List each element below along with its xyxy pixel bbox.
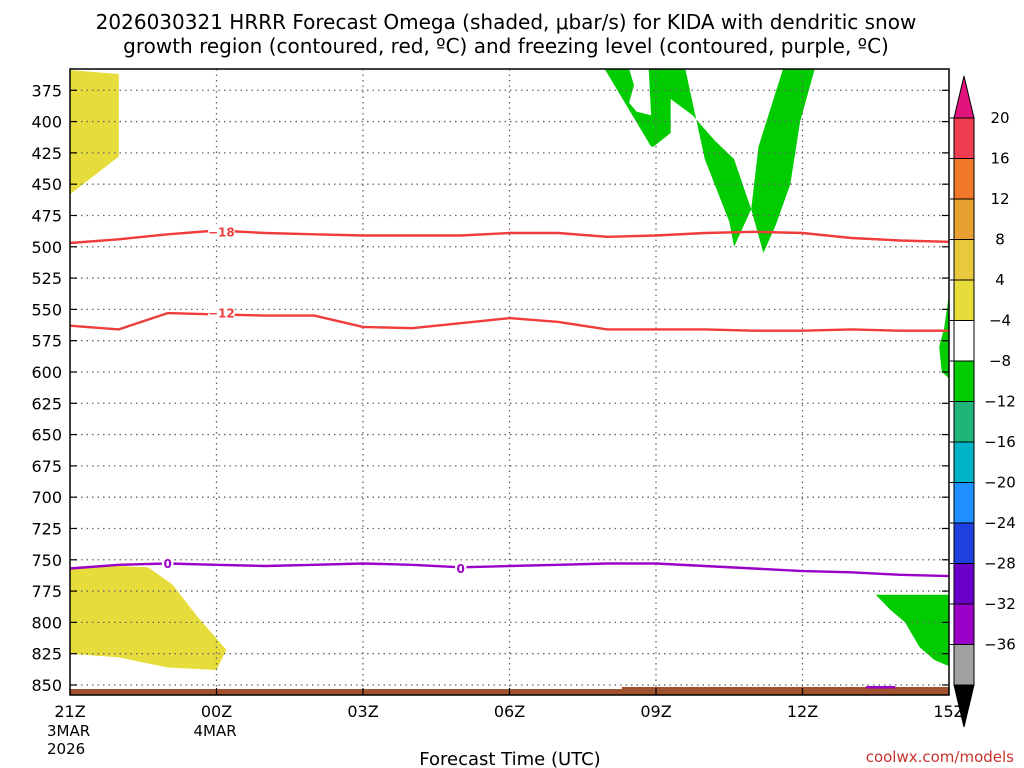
green-region-lower-right	[875, 594, 949, 667]
y-tick-label-450: 450	[31, 175, 62, 194]
colorbar-swatch-0	[953, 117, 975, 159]
x-tick-date-21Z: 3MAR	[47, 722, 90, 740]
svg-text:0: 0	[456, 562, 464, 576]
y-tick-label-475: 475	[31, 206, 62, 225]
y-tick-label-425: 425	[31, 144, 62, 163]
colorbar-label-13: −36	[984, 636, 1016, 654]
colorbar-swatch-6	[953, 360, 975, 402]
svg-text:−18: −18	[208, 225, 235, 239]
colorbar-swatch-10	[953, 522, 975, 564]
colorbar-label-10: −24	[984, 514, 1016, 532]
contour-minus-18-label: −18	[208, 223, 235, 239]
colorbar-swatch-1	[953, 158, 975, 200]
x-tick-year-21Z: 2026	[47, 740, 85, 758]
y-tick-label-775: 775	[31, 582, 62, 601]
y-tick-label-725: 725	[31, 519, 62, 538]
x-axis-label: Forecast Time (UTC)	[419, 749, 600, 768]
colorbar-swatch-5	[953, 320, 975, 362]
colorbar-label-1: 16	[990, 150, 1009, 168]
colorbar-label-11: −28	[984, 555, 1016, 573]
colorbar-label-5: −4	[989, 312, 1011, 330]
colorbar-swatch-3	[953, 239, 975, 281]
y-tick-label-850: 850	[31, 676, 62, 695]
yellow-region-lower	[70, 566, 227, 670]
x-tick-date-00Z: 4MAR	[194, 722, 237, 740]
y-tick-label-575: 575	[31, 332, 62, 351]
colorbar-label-7: −12	[984, 393, 1016, 411]
gridlines	[70, 69, 949, 695]
credit-text: coolwx.com/models	[866, 748, 1014, 766]
y-tick-label-375: 375	[31, 81, 62, 100]
contour-minus-18-line	[70, 229, 949, 245]
colorbar-swatch-4	[953, 279, 975, 321]
colorbar-swatch-13	[953, 644, 975, 686]
contour-freezing-level-line	[70, 562, 949, 578]
colorbar-label-9: −20	[984, 474, 1016, 492]
colorbar-legend: 20 16 12 8 4 −4 −8 −12 −16 −20 −24 −28 −32 −36	[950, 75, 1016, 728]
y-tick-label-700: 700	[31, 488, 62, 507]
colorbar-label-3: 8	[995, 231, 1005, 249]
y-tick-label-750: 750	[31, 551, 62, 570]
colorbar-label-6: −8	[989, 352, 1011, 370]
y-tick-label-625: 625	[31, 394, 62, 413]
omega-filled-regions	[70, 69, 949, 670]
y-tick-label-825: 825	[31, 645, 62, 664]
y-tick-label-800: 800	[31, 613, 62, 632]
y-tick-label-400: 400	[31, 113, 62, 132]
colorbar-swatch-9	[953, 482, 975, 524]
y-tick-label-500: 500	[31, 238, 62, 257]
colorbar-label-4: 4	[995, 271, 1005, 289]
chart-title-line-1: 2026030321 HRRR Forecast Omega (shaded, …	[96, 10, 917, 34]
yellow-region-upper	[70, 70, 119, 195]
x-tick-label-15Z: 15Z	[933, 702, 964, 721]
contour-freezing-level-label-1: 0	[161, 555, 174, 571]
colorbar-label-0: 20	[990, 109, 1009, 127]
colorbar-swatch-12	[953, 603, 975, 645]
colorbar-label-2: 12	[990, 190, 1009, 208]
plot-area: −18 −12 0 0	[69, 68, 950, 696]
colorbar-swatch-2	[953, 198, 975, 240]
contour-minus-12-label: −12	[208, 305, 235, 321]
x-tick-label-03Z: 03Z	[347, 702, 378, 721]
green-region-upper	[604, 69, 815, 253]
colorbar-label-8: −16	[984, 433, 1016, 451]
y-tick-label-650: 650	[31, 426, 62, 445]
x-tick-label-12Z: 12Z	[787, 702, 818, 721]
freezing-level-surface-mark	[865, 686, 896, 689]
x-tick-label-06Z: 06Z	[494, 702, 525, 721]
colorbar-bottom-arrow	[953, 684, 975, 728]
y-tick-label-550: 550	[31, 300, 62, 319]
green-region-right-mid	[939, 294, 949, 379]
terrain-band-raised	[621, 687, 949, 690]
x-tick-label-00Z: 00Z	[201, 702, 232, 721]
colorbar-label-12: −32	[984, 595, 1016, 613]
x-tick-label-21Z: 21Z	[54, 702, 85, 721]
colorbar-swatch-11	[953, 563, 975, 605]
svg-text:−12: −12	[208, 307, 235, 321]
contour-minus-12-line	[70, 311, 949, 332]
x-tick-label-09Z: 09Z	[640, 702, 671, 721]
colorbar-swatch-8	[953, 441, 975, 483]
y-tick-label-675: 675	[31, 457, 62, 476]
svg-text:0: 0	[163, 557, 171, 571]
y-tick-label-525: 525	[31, 269, 62, 288]
contour-lines: −18 −12 0 0	[70, 223, 949, 578]
colorbar-swatch-7	[953, 401, 975, 443]
y-tick-label-600: 600	[31, 363, 62, 382]
y-axis: 375 400 425 450 475 500 525 550 575 600 625 650 675 7…	[31, 81, 949, 695]
chart-title-line-2: growth region (contoured, red, ºC) and f…	[123, 34, 889, 58]
contour-freezing-level-label-2: 0	[454, 560, 467, 576]
